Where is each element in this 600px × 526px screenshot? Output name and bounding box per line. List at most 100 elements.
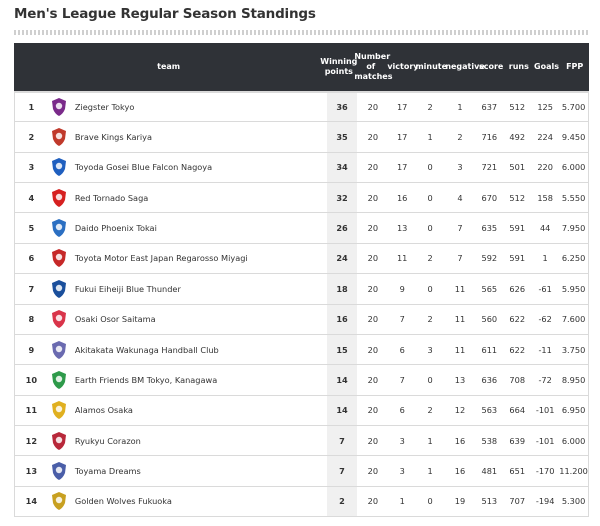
fpp-cell: 11.200: [559, 465, 588, 476]
table-row: 2 Brave Kings Kariya 35 20 17 1 2 716 492 224 9.45…: [14, 122, 589, 153]
runs-cell: 626: [509, 283, 526, 294]
team-name[interactable]: Golden Wolves Fukuoka: [74, 496, 172, 507]
header-goals: Goals: [534, 62, 560, 71]
rank-cell: 2: [28, 132, 35, 143]
team-name[interactable]: Toyama Dreams: [74, 465, 141, 476]
points-cell: 7: [327, 456, 357, 486]
team-logo-cell: [48, 431, 71, 451]
matches-cell: 20: [367, 162, 379, 173]
score-cell: 721: [481, 162, 498, 173]
victory-cell: 1: [399, 496, 405, 507]
table-header: team Winning points Number of matches vi…: [14, 43, 589, 91]
team-name[interactable]: Akitakata Wakunaga Handball Club: [74, 344, 219, 355]
score-cell: 592: [481, 253, 498, 264]
minute-cell: 1: [427, 132, 433, 143]
brave-kings-logo-icon: [52, 128, 67, 147]
osaki-logo-icon: [52, 310, 67, 329]
team-logo-cell: [48, 218, 71, 238]
negative-cell: 2: [457, 132, 463, 143]
runs-cell: 591: [509, 223, 526, 234]
team-logo-cell: [48, 127, 71, 147]
runs-cell: 664: [509, 405, 526, 416]
points-cell: 16: [327, 304, 357, 334]
goals-cell: -62: [538, 314, 552, 325]
matches-cell: 20: [367, 405, 379, 416]
points-cell: 18: [327, 274, 357, 304]
team-logo-cell: [48, 157, 71, 177]
points-cell: 34: [327, 152, 357, 183]
rank-cell: 3: [28, 162, 35, 173]
team-name[interactable]: Toyoda Gosei Blue Falcon Nagoya: [74, 162, 213, 173]
fpp-cell: 6.250: [561, 253, 586, 264]
header-runs: runs: [508, 62, 529, 71]
victory-cell: 6: [399, 405, 405, 416]
minute-cell: 3: [427, 344, 433, 355]
rank-cell: 4: [28, 192, 35, 203]
team-name[interactable]: Fukui Eiheiji Blue Thunder: [74, 283, 181, 294]
score-cell: 538: [481, 435, 498, 446]
score-cell: 560: [481, 314, 498, 325]
goals-cell: -101: [535, 405, 555, 416]
rank-cell: 12: [25, 435, 38, 446]
negative-cell: 13: [454, 374, 466, 385]
team-name[interactable]: Toyota Motor East Japan Regarosso Miyagi: [74, 253, 248, 264]
golden-wolves-logo-icon: [52, 492, 67, 511]
goals-cell: 125: [537, 102, 553, 113]
table-body: 1 Ziegster Tokyo 36 20 17 2 1 637 512 125 5.700 2 Br…: [14, 91, 589, 518]
points-cell: 7: [327, 425, 357, 456]
negative-cell: 3: [457, 162, 463, 173]
table-row: 13 Toyama Dreams 7 20 3 1 16 481 651 -170 11.200: [14, 456, 589, 487]
team-logo-cell: [48, 309, 71, 329]
team-name[interactable]: Earth Friends BM Tokyo, Kanagawa: [74, 374, 218, 385]
table-row: 4 Red Tornado Saga 32 20 16 0 4 670 512 158 5.550: [14, 183, 589, 214]
team-name[interactable]: Red Tornado Saga: [74, 192, 149, 203]
matches-cell: 20: [367, 344, 379, 355]
points-cell: 24: [327, 243, 357, 274]
victory-cell: 13: [396, 223, 408, 234]
matches-cell: 20: [367, 223, 379, 234]
victory-cell: 17: [396, 132, 408, 143]
victory-cell: 17: [396, 162, 408, 173]
score-cell: 481: [481, 465, 498, 476]
fpp-cell: 5.300: [561, 496, 586, 507]
matches-cell: 20: [367, 374, 379, 385]
team-name[interactable]: Brave Kings Kariya: [74, 132, 152, 143]
points-cell: 14: [327, 365, 357, 395]
team-name[interactable]: Ryukyu Corazon: [74, 435, 141, 446]
matches-cell: 20: [367, 253, 379, 264]
minute-cell: 1: [427, 435, 433, 446]
header-team: team: [157, 62, 181, 71]
team-name[interactable]: Osaki Osor Saitama: [74, 314, 156, 325]
points-cell: 35: [327, 122, 357, 152]
team-name[interactable]: Alamos Osaka: [74, 405, 133, 416]
goals-cell: -61: [538, 283, 552, 294]
table-row: 1 Ziegster Tokyo 36 20 17 2 1 637 512 125 5.700: [14, 92, 589, 123]
score-cell: 670: [481, 192, 498, 203]
victory-cell: 3: [399, 465, 405, 476]
runs-cell: 492: [509, 132, 526, 143]
goals-cell: -101: [535, 435, 555, 446]
page-title: Men's League Regular Season Standings: [14, 6, 316, 22]
header-fpp: FPP: [566, 62, 584, 71]
goals-cell: -72: [538, 374, 552, 385]
fpp-cell: 7.950: [561, 223, 586, 234]
rank-cell: 6: [28, 253, 35, 264]
points-cell: 2: [327, 486, 357, 517]
negative-cell: 7: [457, 253, 463, 264]
goals-cell: -11: [538, 344, 552, 355]
negative-cell: 16: [454, 465, 466, 476]
team-name[interactable]: Ziegster Tokyo: [74, 102, 135, 113]
fpp-cell: 5.550: [561, 192, 586, 203]
table-row: 3 Toyoda Gosei Blue Falcon Nagoya 34 20 17 0 3…: [14, 152, 589, 184]
rank-cell: 1: [28, 102, 35, 113]
regarosso-logo-icon: [52, 249, 67, 268]
negative-cell: 12: [454, 405, 466, 416]
victory-cell: 3: [399, 435, 405, 446]
header-score: score: [478, 62, 504, 71]
runs-cell: 512: [509, 192, 526, 203]
runs-cell: 501: [509, 162, 526, 173]
team-name[interactable]: Daido Phoenix Tokai: [74, 223, 157, 234]
score-cell: 716: [481, 132, 498, 143]
score-cell: 565: [481, 283, 498, 294]
header-matches: Number of matches: [354, 52, 393, 81]
